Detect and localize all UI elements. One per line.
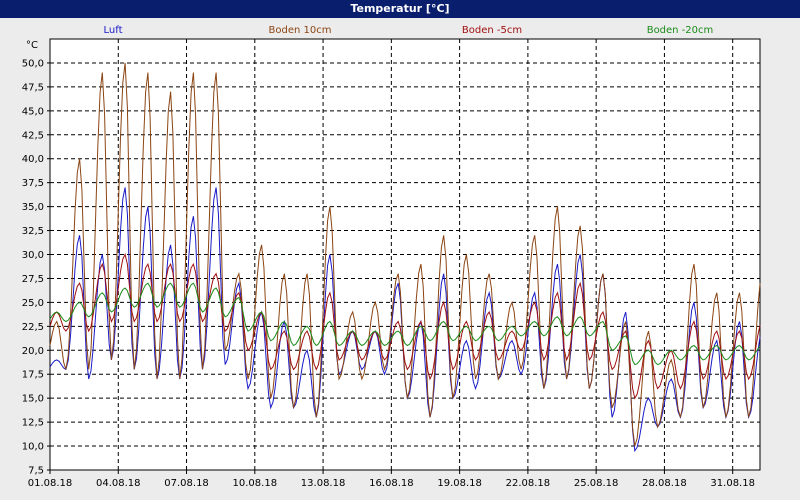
y-tick-label: 30,0 xyxy=(22,250,44,261)
x-tick-label: 07.08.18 xyxy=(164,478,209,489)
series-line-boden-10cm xyxy=(49,62,761,447)
series-line-boden-5cm xyxy=(49,253,761,400)
legend-item: Boden -20cm xyxy=(647,25,714,36)
series-lines xyxy=(49,62,761,453)
y-tick-label: 7,5 xyxy=(28,466,44,477)
y-tick-label: 15,0 xyxy=(22,394,44,405)
x-tick-label: 25.08.18 xyxy=(574,478,619,489)
x-tick-label: 13.08.18 xyxy=(301,478,346,489)
series-line-boden-20cm xyxy=(49,282,761,366)
axes: 7,5 10,0 12,5 15,0 17,5 20,0 22,5 25,0 27,5 30,0 3… xyxy=(22,58,755,489)
y-tick-label: 20,0 xyxy=(22,346,44,357)
y-tick-label: 42,5 xyxy=(22,130,44,141)
y-tick-label: 27,5 xyxy=(22,274,44,285)
x-tick-label: 10.08.18 xyxy=(233,478,278,489)
y-tick-label: 12,5 xyxy=(22,418,44,429)
y-tick-label: 40,0 xyxy=(22,154,44,165)
y-tick-label: 17,5 xyxy=(22,370,44,381)
x-tick-label: 28.08.18 xyxy=(642,478,687,489)
y-tick-label: 10,0 xyxy=(22,442,44,453)
x-tick-label: 01.08.18 xyxy=(28,478,73,489)
y-tick-label: 45,0 xyxy=(22,106,44,117)
y-axis-unit-label: °C xyxy=(26,40,38,51)
legend-item: Luft xyxy=(104,25,123,36)
y-tick-label: 25,0 xyxy=(22,298,44,309)
y-tick-label: 50,0 xyxy=(22,58,44,69)
chart-title: Temperatur [°C] xyxy=(0,0,800,18)
y-tick-label: 47,5 xyxy=(22,82,44,93)
y-tick-label: 37,5 xyxy=(22,178,44,189)
x-tick-label: 22.08.18 xyxy=(506,478,551,489)
legend-item: Boden 10cm xyxy=(269,25,332,36)
y-tick-label: 22,5 xyxy=(22,322,44,333)
x-tick-label: 19.08.18 xyxy=(437,478,482,489)
x-tick-label: 04.08.18 xyxy=(96,478,141,489)
legend-item: Boden -5cm xyxy=(462,25,522,36)
y-tick-label: 32,5 xyxy=(22,226,44,237)
x-tick-label: 31.08.18 xyxy=(710,478,755,489)
y-tick-label: 35,0 xyxy=(22,202,44,213)
x-tick-label: 16.08.18 xyxy=(369,478,414,489)
temperature-chart: 7,5 10,0 12,5 15,0 17,5 20,0 22,5 25,0 27,5 30,0 3… xyxy=(22,25,761,489)
legend: Luft Boden 10cm Boden -5cm Boden -20cm xyxy=(104,25,714,36)
